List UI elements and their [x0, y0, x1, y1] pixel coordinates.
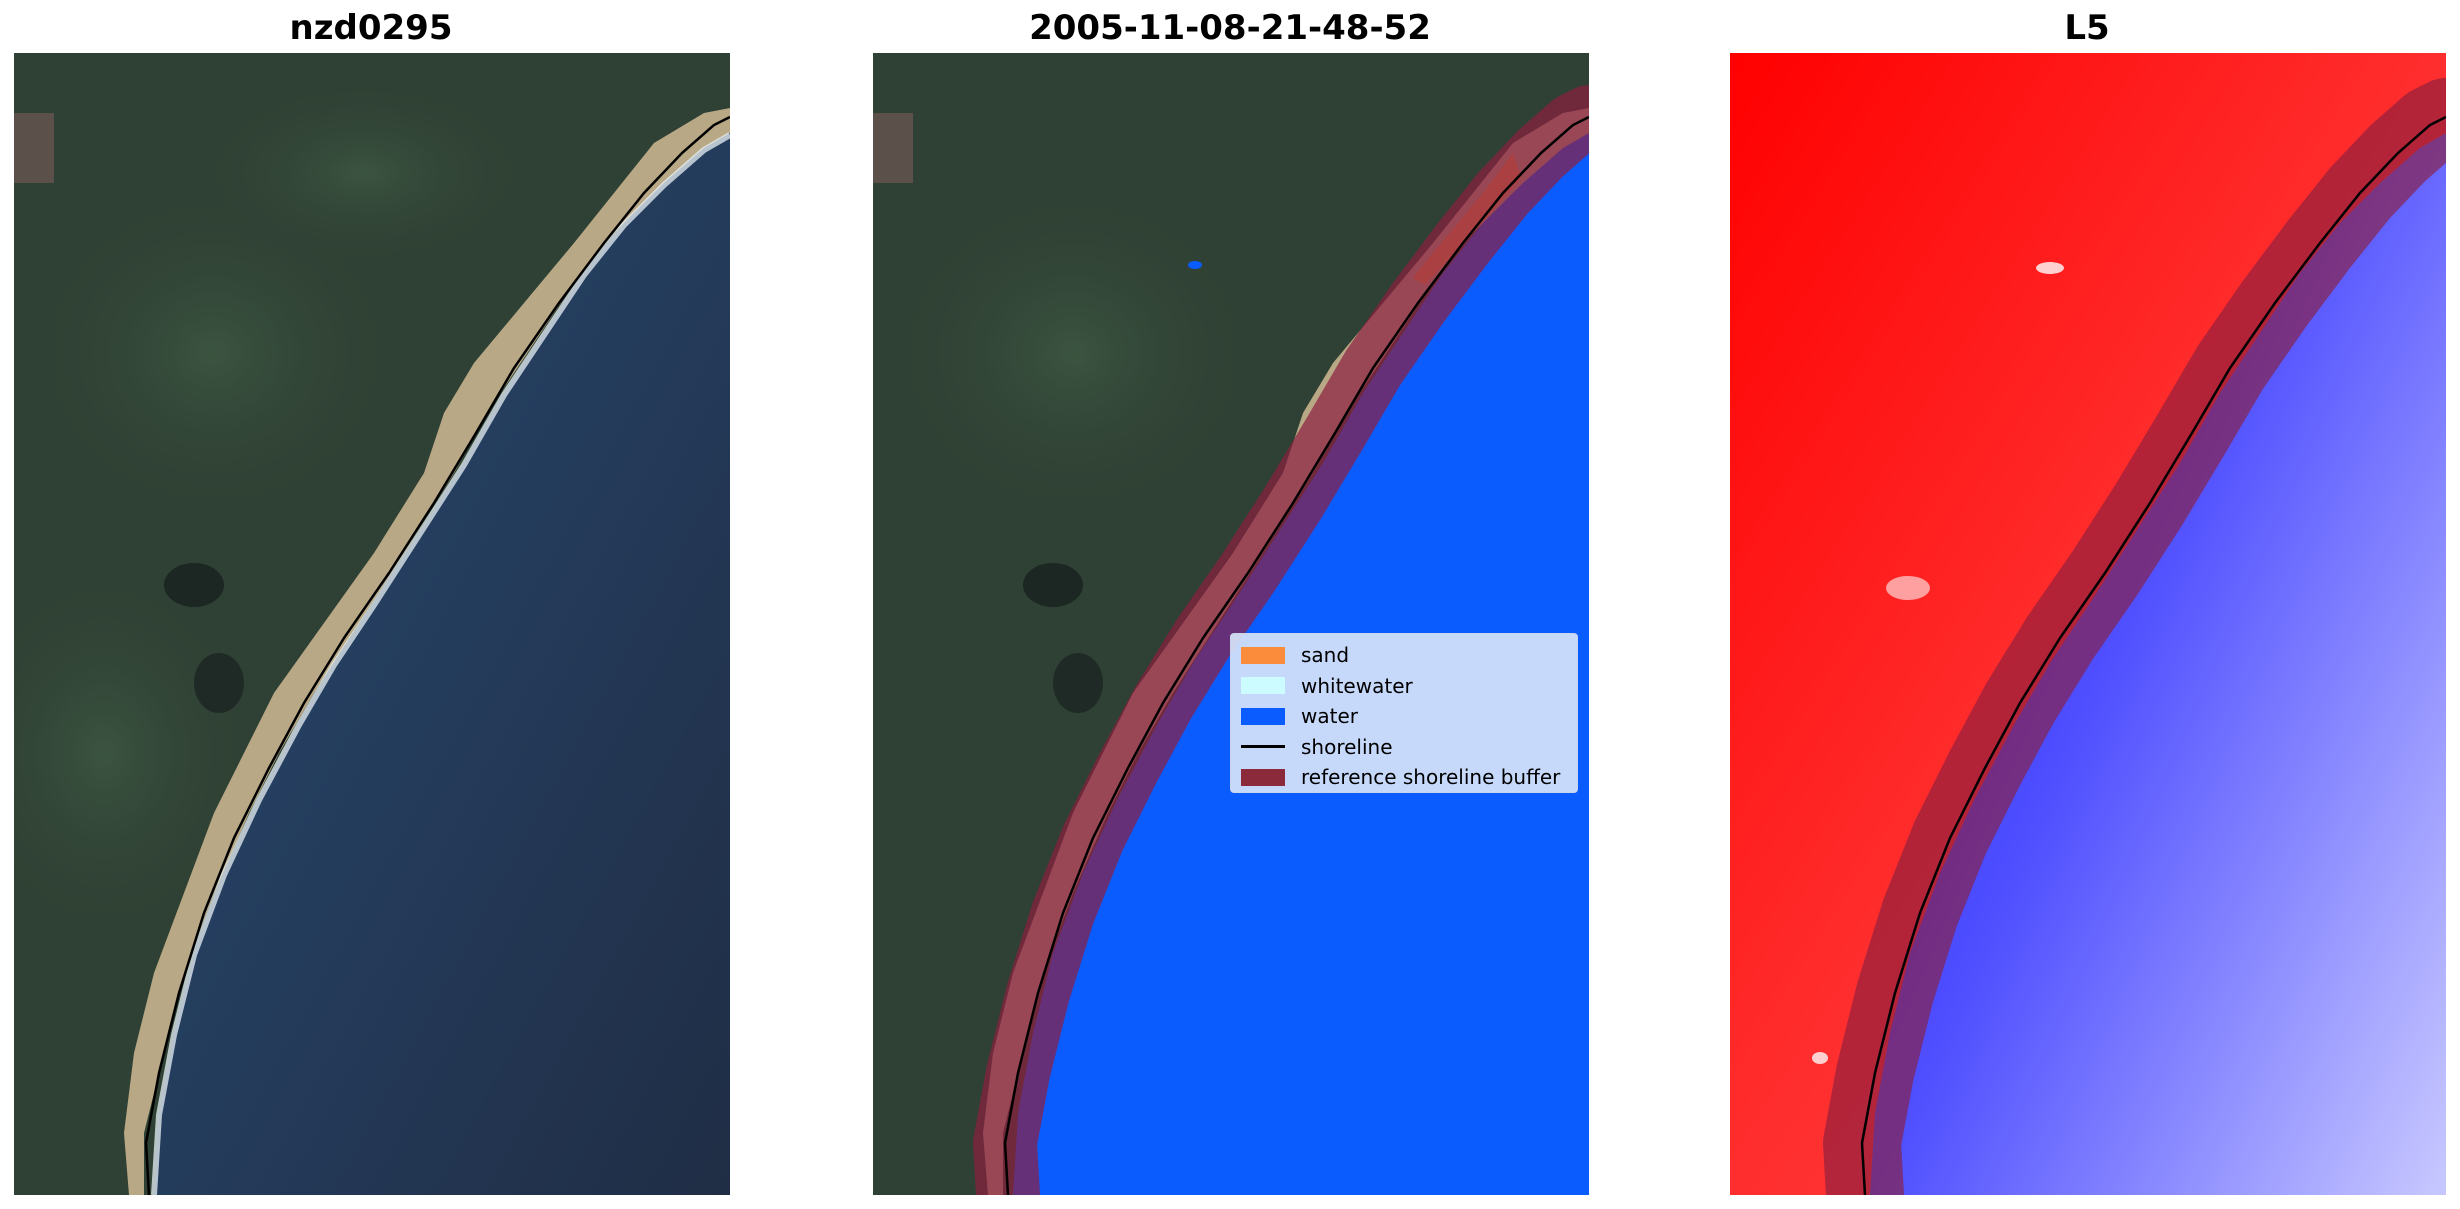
- index-water: [1870, 133, 2446, 1195]
- lake: [1023, 563, 1083, 607]
- sand-swatch: [1241, 646, 1285, 664]
- classified-image: [873, 53, 1589, 1195]
- classified-svg: [873, 53, 1589, 1195]
- shoreline: [1003, 115, 1589, 1195]
- whitewater: [151, 132, 730, 1195]
- whitewater-swatch: [1241, 677, 1285, 695]
- legend-item-sand: sand: [1241, 640, 1567, 671]
- field-patch: [873, 113, 913, 183]
- panel-title-rgb: nzd0295: [289, 8, 453, 48]
- shoreline: [1860, 115, 2446, 1195]
- legend-label: water: [1301, 704, 1358, 729]
- legend-label: shoreline: [1301, 734, 1393, 759]
- legend-label: whitewater: [1301, 673, 1413, 698]
- lake: [194, 653, 244, 713]
- ocean: [154, 133, 730, 1195]
- panel-title-index: L5: [2064, 8, 2110, 48]
- index-image: [1730, 53, 2446, 1195]
- satellite-rgb-svg: [14, 53, 730, 1195]
- buffer-swatch: [1241, 768, 1285, 786]
- land-texture: [873, 173, 1273, 533]
- land-texture: [184, 73, 544, 273]
- lake: [164, 563, 224, 607]
- water-swatch: [1241, 707, 1285, 725]
- shoreline: [144, 115, 730, 1195]
- field-patch: [14, 113, 54, 183]
- index-bright-spot: [1812, 1052, 1828, 1064]
- legend: sand whitewater water shoreline referenc…: [1230, 633, 1578, 793]
- shoreline-line-swatch: [1241, 745, 1285, 749]
- index-bright-spot: [2036, 262, 2064, 274]
- index-svg: [1730, 53, 2446, 1195]
- legend-label: reference shoreline buffer: [1301, 765, 1561, 790]
- small-water-patch: [1188, 261, 1202, 269]
- legend-item-water: water: [1241, 701, 1567, 732]
- satellite-rgb-image: [14, 53, 730, 1195]
- index-bright-spot: [1886, 576, 1930, 600]
- legend-label: sand: [1301, 643, 1350, 668]
- lake: [1053, 653, 1103, 713]
- legend-item-buffer: reference shoreline buffer: [1241, 762, 1567, 793]
- panel-title-classified: 2005-11-08-21-48-52: [1029, 8, 1431, 48]
- legend-item-shoreline: shoreline: [1241, 732, 1567, 763]
- legend-item-whitewater: whitewater: [1241, 671, 1567, 702]
